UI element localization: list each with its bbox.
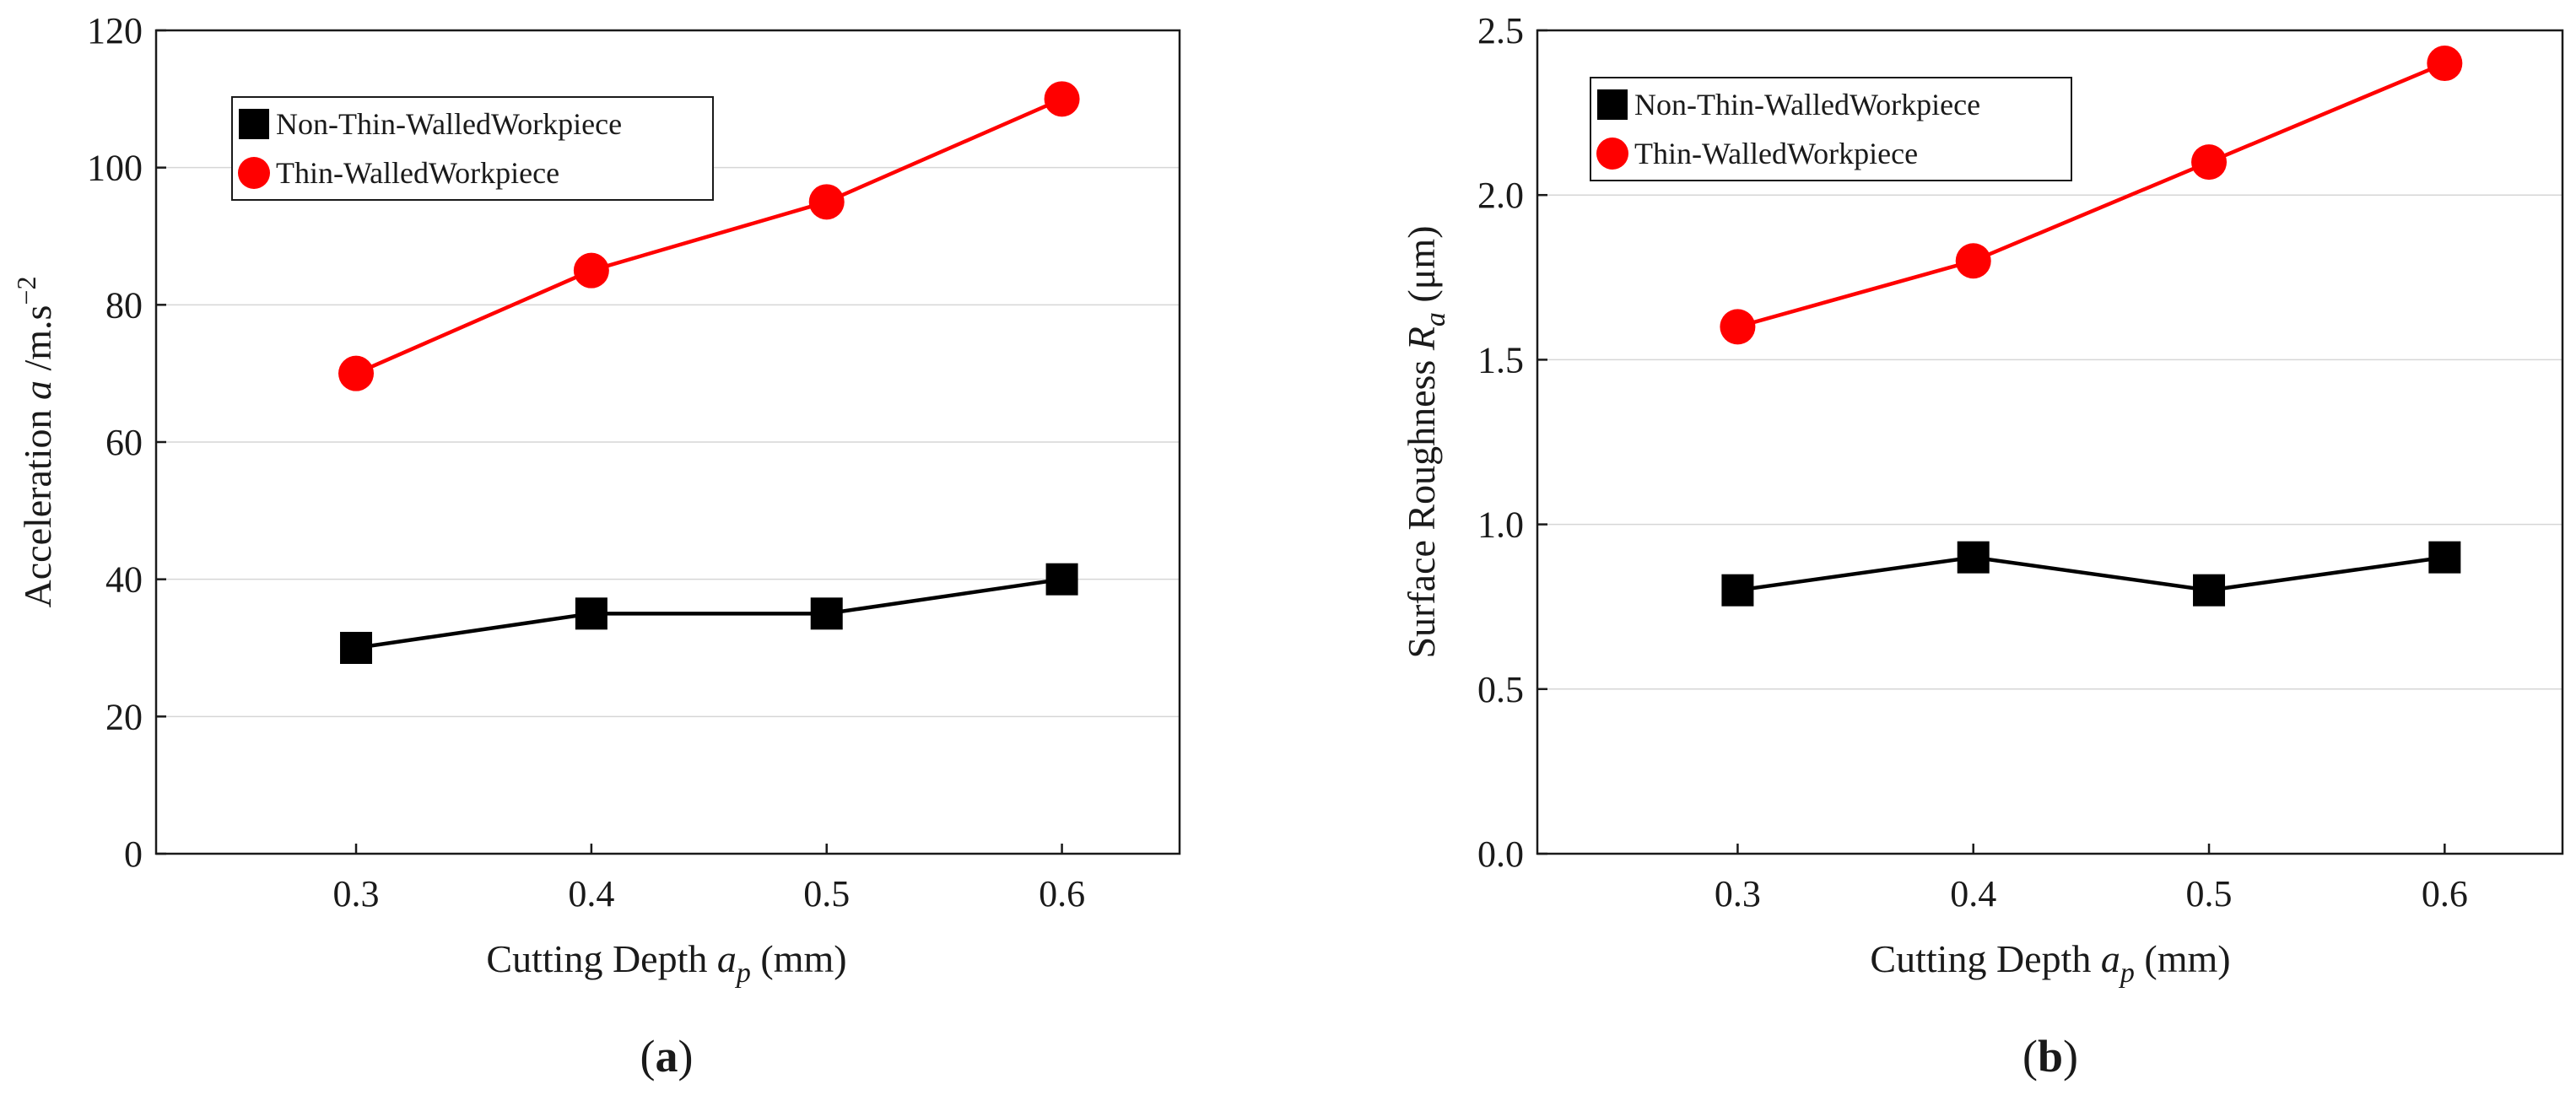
x-tick-label: 0.6 [1039, 873, 1085, 914]
y-tick-label: 100 [87, 148, 143, 189]
x-tick-label: 0.6 [2422, 873, 2468, 914]
y-tick-label: 0.5 [1477, 669, 1524, 710]
y-tick-label: 40 [105, 559, 143, 601]
x-axis-title-text: Cutting Depth [1870, 937, 2100, 980]
x-axis-title-var: a [2101, 937, 2120, 980]
y-axis-title-unit: (μm) [1400, 225, 1443, 312]
x-axis-title-var: a [717, 937, 737, 980]
data-point-circle [1720, 309, 1756, 345]
data-point-circle [1044, 81, 1080, 117]
legend-label: Thin-WalledWorkpiece [1634, 137, 1918, 170]
data-point-circle [808, 184, 845, 220]
legend-box [1590, 77, 2072, 181]
plot-frame [1536, 29, 2564, 855]
plot-frame [154, 29, 1181, 855]
legend-box [231, 96, 714, 201]
panel-label-open: ( [2022, 1031, 2038, 1082]
data-point-square [1721, 574, 1754, 607]
panel-label-close: ) [2063, 1031, 2078, 1082]
y-axis-title-text: Surface Roughness [1400, 350, 1443, 658]
x-axis-title-text: Cutting Depth [486, 937, 716, 980]
data-point-circle [338, 355, 375, 391]
y-axis-title-unit: /m.s [16, 305, 59, 380]
x-axis-title: Cutting Depth ap (mm) [1870, 937, 2230, 989]
x-axis-title-unit: (mm) [751, 937, 847, 980]
legend-label: Non-Thin-WalledWorkpiece [276, 107, 622, 141]
legend-marker-circle [1596, 138, 1628, 170]
legend: Non-Thin-WalledWorkpiece Thin-WalledWorkp… [1590, 77, 2072, 181]
x-axis-title-sub: p [2119, 957, 2135, 989]
series-line-0 [355, 577, 1062, 650]
data-point-square [1045, 563, 1078, 596]
legend-marker-circle [238, 157, 270, 189]
legend: Non-Thin-WalledWorkpiece Thin-WalledWorkp… [231, 96, 714, 201]
x-tick-label: 0.3 [333, 873, 380, 914]
data-point-square [2428, 541, 2461, 574]
data-point-circle [1955, 243, 1991, 279]
x-axis-title-sub: p [735, 957, 751, 989]
x-tick-label: 0.4 [568, 873, 614, 914]
y-axis-title: Surface Roughness Ra (μm) [1400, 225, 1451, 658]
panel-label-open: ( [640, 1031, 656, 1082]
chart-panel-a: 0 20 40 60 80 100 120 0.3 0.4 0.5 0.6 Non-Thin-Wall… [11, 10, 1181, 1082]
panel-label: (b) [2022, 1031, 2078, 1082]
x-tick-label: 0.5 [803, 873, 850, 914]
y-tick-label: 2.0 [1477, 175, 1524, 216]
chart-panel-b: 0.0 0.5 1.0 1.5 2.0 2.5 0.3 0.4 0.5 0.6 Non-Thin-W… [1400, 10, 2564, 1082]
panel-label-close: ) [678, 1031, 694, 1082]
y-tick-label: 120 [87, 10, 143, 51]
x-tick-label: 0.4 [1950, 873, 1996, 914]
data-point-square [810, 597, 843, 630]
y-axis-title-var: R [1400, 326, 1443, 351]
y-axis-title-sup: −2 [11, 277, 41, 305]
panel-label-letter: b [2038, 1031, 2063, 1082]
y-axis-title-text: Acceleration [16, 400, 59, 607]
data-point-square [340, 632, 373, 664]
y-tick-label: 1.5 [1477, 339, 1524, 380]
y-tick-label: 0.0 [1477, 833, 1524, 875]
series-line-1 [355, 97, 1063, 375]
series-line-1 [1736, 61, 2446, 329]
data-point-square [1957, 541, 1990, 574]
y-tick-label: 80 [105, 284, 143, 326]
x-tick-label: 0.5 [2186, 873, 2233, 914]
data-point-circle [2427, 46, 2463, 82]
data-point-circle [573, 252, 609, 289]
y-tick-label: 60 [105, 422, 143, 463]
panel-label: (a) [640, 1031, 694, 1082]
legend-label: Non-Thin-WalledWorkpiece [1634, 88, 1980, 121]
data-point-circle [2191, 144, 2228, 181]
data-point-square [2193, 574, 2226, 607]
legend-marker-square [1597, 89, 1628, 120]
legend-marker-square [239, 109, 269, 139]
y-tick-label: 20 [105, 696, 143, 737]
x-axis-title-unit: (mm) [2135, 937, 2231, 980]
y-tick-label: 0 [124, 833, 143, 875]
panel-label-letter: a [656, 1031, 678, 1082]
y-axis-title-var: a [16, 380, 59, 400]
data-point-square [575, 597, 608, 630]
x-tick-label: 0.3 [1715, 873, 1761, 914]
y-axis-title-sub: a [1420, 312, 1451, 326]
y-tick-label: 1.0 [1477, 504, 1524, 546]
y-axis-title: Acceleration a /m.s−2 [11, 277, 59, 608]
y-tick-label: 2.5 [1477, 10, 1524, 51]
x-axis-title: Cutting Depth ap (mm) [486, 937, 846, 989]
legend-label: Thin-WalledWorkpiece [276, 156, 559, 190]
series-line-0 [1737, 555, 2445, 592]
